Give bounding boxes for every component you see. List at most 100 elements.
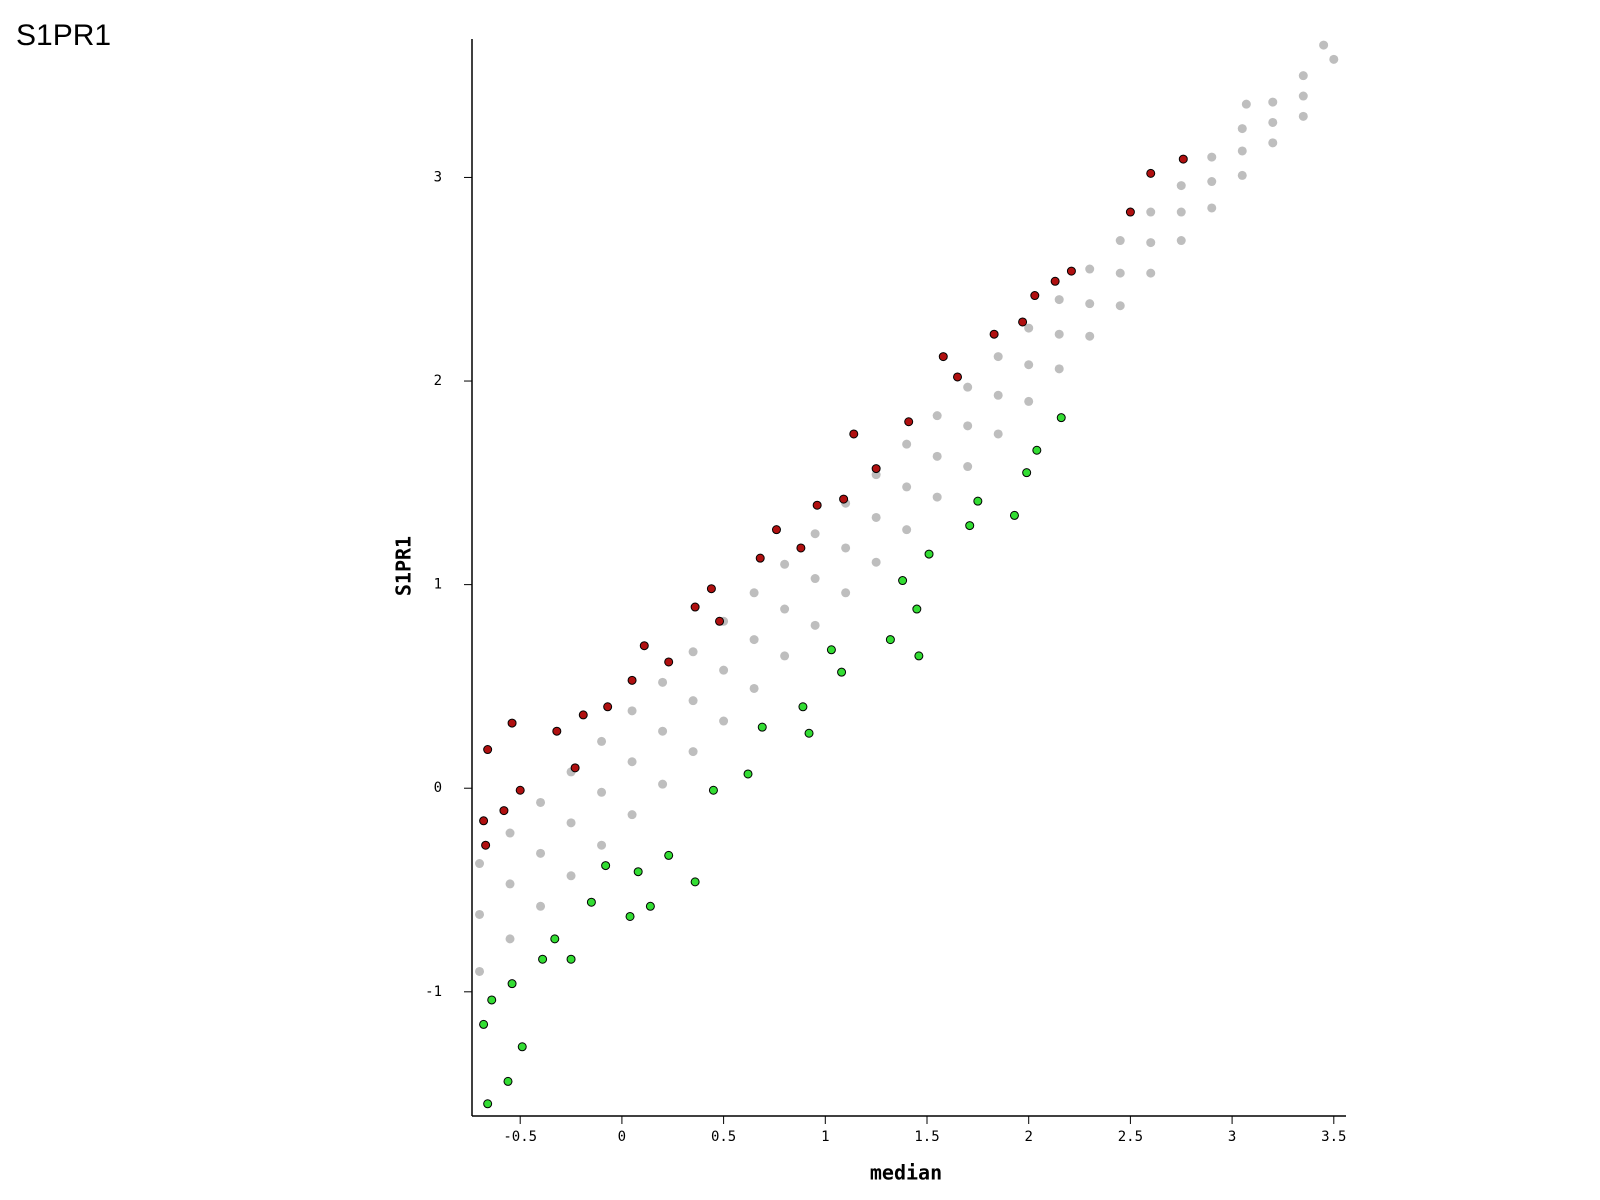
scatter-point <box>658 779 668 789</box>
scatter-point <box>481 840 491 850</box>
scatter-point <box>1024 396 1034 406</box>
scatter-point <box>536 901 546 911</box>
scatter-point <box>849 429 859 439</box>
scatter-point <box>719 665 729 675</box>
scatter-point <box>1066 266 1076 276</box>
scatter-point <box>826 645 836 655</box>
scatter-point <box>1146 238 1156 248</box>
scatter-point <box>1085 264 1095 274</box>
scatter-point <box>1115 236 1125 246</box>
scatter-point <box>898 576 908 586</box>
scatter-point <box>1298 91 1308 101</box>
scatter-point <box>664 657 674 667</box>
scatter-point <box>570 763 580 773</box>
scatter-point <box>507 718 517 728</box>
scatter-point <box>780 604 790 614</box>
scatter-point <box>475 859 485 869</box>
scatter-point <box>871 512 881 522</box>
scatter-point <box>719 716 729 726</box>
scatter-point <box>841 588 851 598</box>
scatter-point <box>780 559 790 569</box>
plot-area: -0.5 0 0.5 1 1.5 2 2.5 3 3.5 -1 0 1 2 3 <box>425 39 1346 1145</box>
scatter-point <box>1054 364 1064 374</box>
scatter-point <box>1237 146 1247 156</box>
scatter-point <box>1176 207 1186 217</box>
scatter-point <box>810 620 820 630</box>
scatter-point <box>904 417 914 427</box>
scatter-point <box>1146 207 1156 217</box>
scatter-point <box>1207 203 1217 213</box>
scatter-point <box>1241 99 1251 109</box>
scatter-point <box>536 848 546 858</box>
scatter-point <box>839 494 849 504</box>
scatter-point <box>639 641 649 651</box>
scatter-point <box>475 966 485 976</box>
scatter-point <box>597 787 607 797</box>
scatter-point <box>993 429 1003 439</box>
scatter-point <box>550 934 560 944</box>
y-tick-label: 0 <box>434 780 442 796</box>
chart-title: S1PR1 <box>16 19 111 52</box>
scatter-point <box>1207 177 1217 187</box>
scatter-point <box>780 651 790 661</box>
scatter-point <box>517 1042 527 1052</box>
scatter-point <box>1022 468 1032 478</box>
x-tick-label: 0.5 <box>711 1129 736 1145</box>
scatter-point <box>1298 71 1308 81</box>
scatter-point <box>706 584 716 594</box>
scatter-point <box>812 500 822 510</box>
scatter-point <box>932 411 942 421</box>
scatter-point <box>566 818 576 828</box>
y-tick-label: 2 <box>434 373 442 389</box>
scatter-point <box>938 352 948 362</box>
scatter-point <box>1176 181 1186 191</box>
scatter-point <box>483 1099 493 1109</box>
scatter-point <box>914 651 924 661</box>
x-tick-label: -0.5 <box>503 1129 537 1145</box>
scatter-point <box>503 1076 513 1086</box>
scatter-point <box>963 462 973 472</box>
scatter-point <box>566 871 576 881</box>
scatter-point <box>1329 54 1339 64</box>
scatter-point <box>841 543 851 553</box>
scatter-point <box>871 464 881 474</box>
scatter-point <box>749 683 759 693</box>
scatter-point <box>1115 301 1125 311</box>
scatter-point <box>1054 295 1064 305</box>
scatter-point <box>804 728 814 738</box>
scatter-point <box>688 747 698 757</box>
x-tick-label: 0 <box>618 1129 626 1145</box>
scatter-point <box>755 553 765 563</box>
scatter-point <box>1176 236 1186 246</box>
scatter-point <box>538 954 548 964</box>
scatter-point <box>597 736 607 746</box>
x-tick-label: 2 <box>1024 1129 1032 1145</box>
x-axis-title: median <box>870 1161 942 1185</box>
scatter-point <box>690 877 700 887</box>
scatter-point <box>505 879 515 889</box>
scatter-point <box>1237 170 1247 180</box>
scatter-point <box>989 329 999 339</box>
scatter-point <box>796 543 806 553</box>
scatter-point <box>965 521 975 531</box>
scatter-point <box>627 706 637 716</box>
scatter-point <box>627 810 637 820</box>
scatter-point <box>1018 317 1028 327</box>
x-tick-label: 1.5 <box>914 1129 939 1145</box>
scatter-point <box>810 529 820 539</box>
scatter-point <box>1054 329 1064 339</box>
scatter-point <box>1085 331 1095 341</box>
x-tick-label: 1 <box>821 1129 829 1145</box>
scatter-point <box>1178 154 1188 164</box>
scatter-point <box>1009 510 1019 520</box>
scatter-point <box>603 702 613 712</box>
scatter-point <box>578 710 588 720</box>
scatter-point <box>924 549 934 559</box>
y-tick-label: 1 <box>434 577 442 593</box>
x-tick-label: 3 <box>1228 1129 1236 1145</box>
scatter-point <box>1207 152 1217 162</box>
scatter-point <box>601 861 611 871</box>
scatter-point <box>771 525 781 535</box>
scatter-point <box>536 797 546 807</box>
scatter-point <box>1146 268 1156 278</box>
